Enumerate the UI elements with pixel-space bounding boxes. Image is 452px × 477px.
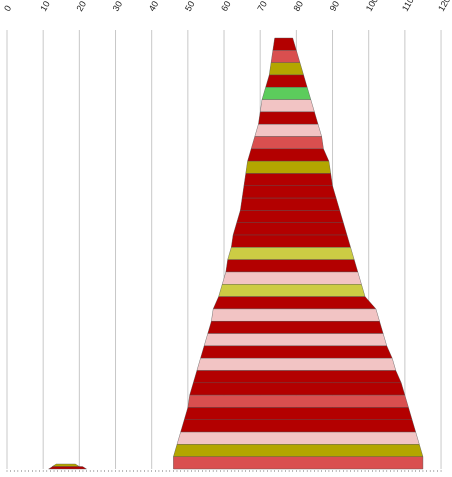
area-band	[240, 197, 341, 211]
x-tick-label: 70	[255, 0, 269, 13]
area-band	[218, 284, 366, 297]
area-band	[245, 160, 331, 174]
x-tick-label: 30	[111, 0, 125, 13]
area-band	[269, 62, 304, 76]
area-bands	[47, 37, 424, 470]
area-band	[258, 111, 319, 125]
x-tick-labels: 0 10 20 30 40 50 60 70 80 90 100 110 120	[2, 0, 452, 13]
x-tick-label: 20	[74, 0, 88, 13]
x-tick-label: 100	[364, 0, 380, 13]
x-tick-label: 90	[328, 0, 342, 13]
area-band	[241, 185, 337, 199]
area-band	[211, 308, 380, 322]
area-band-small	[47, 466, 88, 470]
x-tick-label: 110	[400, 0, 416, 13]
area-band	[173, 456, 424, 470]
area-band	[203, 333, 388, 347]
area-band	[196, 357, 397, 371]
area-band	[243, 173, 333, 186]
area-band	[173, 444, 424, 457]
area-band	[183, 407, 413, 420]
area-band	[254, 123, 322, 137]
x-tick-label: 120	[436, 0, 452, 13]
x-tick-label: 80	[291, 0, 305, 13]
area-band	[189, 382, 406, 396]
area-band-small	[51, 463, 81, 467]
x-tick-label: 0	[2, 4, 13, 13]
x-tick-label: 50	[183, 0, 197, 13]
area-band	[193, 370, 402, 383]
area-band	[247, 148, 330, 162]
area-band	[259, 99, 315, 113]
area-band	[265, 74, 308, 88]
area-band	[236, 210, 344, 223]
area-band	[232, 222, 348, 236]
area-band	[180, 419, 416, 433]
area-band	[250, 136, 324, 150]
area-band	[221, 271, 362, 285]
area-band	[272, 37, 297, 51]
x-axis-minor-ticks	[6, 470, 442, 472]
x-tick-label: 60	[219, 0, 233, 13]
x-tick-label: 10	[38, 0, 52, 13]
area-band	[225, 259, 359, 273]
area-band	[261, 87, 312, 100]
area-band	[207, 321, 384, 334]
area-band	[176, 431, 420, 445]
area-band	[187, 394, 409, 408]
area-band	[212, 296, 377, 310]
area-band	[270, 50, 301, 63]
x-tick-label: 40	[147, 0, 161, 13]
area-band	[231, 234, 351, 248]
area-band	[227, 247, 355, 260]
area-band	[200, 345, 393, 359]
